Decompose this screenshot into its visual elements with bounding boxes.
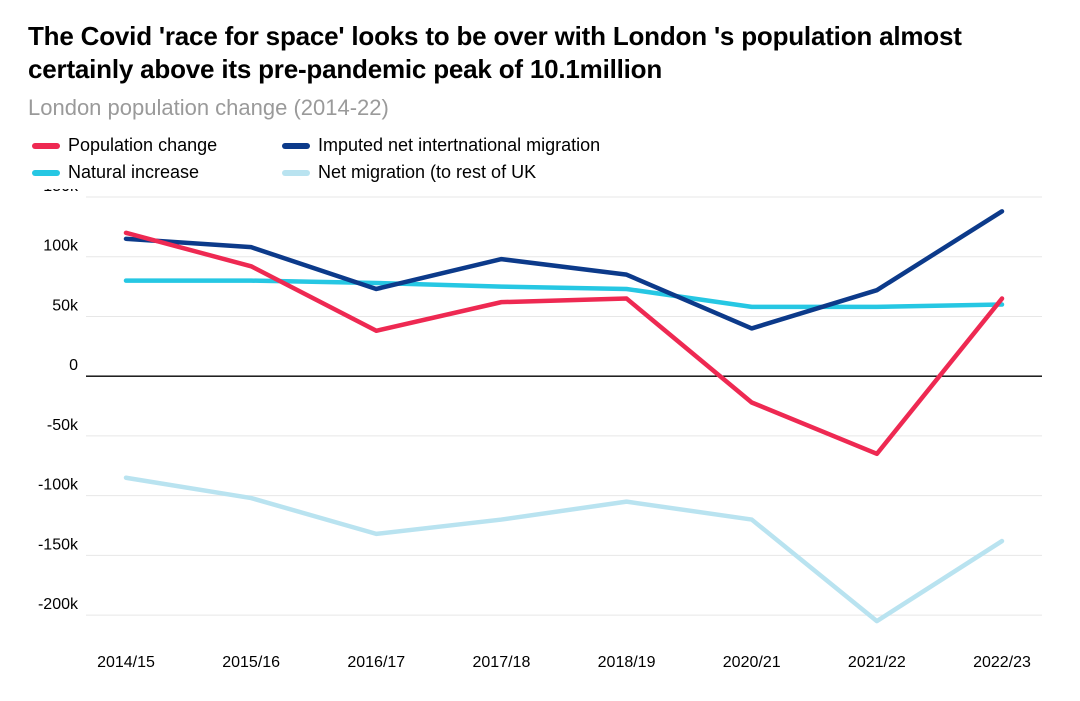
y-tick-label: 0	[69, 357, 78, 374]
legend-item-population-change: Population change	[32, 135, 282, 156]
y-tick-label: -200k	[38, 596, 79, 613]
legend-label: Imputed net intertnational migration	[318, 135, 600, 156]
x-tick-label: 2016/17	[347, 654, 405, 671]
y-tick-label: 50k	[52, 297, 79, 314]
x-tick-label: 2021/22	[848, 654, 906, 671]
y-tick-label: -150k	[38, 536, 79, 553]
chart-subtitle: London population change (2014-22)	[28, 95, 1052, 121]
x-tick-label: 2015/16	[222, 654, 280, 671]
legend-swatch	[32, 143, 60, 149]
legend-label: Population change	[68, 135, 217, 156]
legend-swatch	[32, 170, 60, 176]
legend-label: Natural increase	[68, 162, 199, 183]
x-tick-label: 2018/19	[598, 654, 656, 671]
y-tick-label: 150k	[43, 189, 79, 195]
legend-swatch	[282, 143, 310, 149]
chart-area: -200k -150k -100k -50k 0 50k 100k 150k 2014/15 20…	[28, 189, 1052, 679]
legend-swatch	[282, 170, 310, 176]
y-tick-label: -50k	[47, 417, 79, 434]
chart-title: The Covid 'race for space' looks to be o…	[28, 20, 1052, 85]
legend-label: Net migration (to rest of UK	[318, 162, 536, 183]
x-tick-label: 2020/21	[723, 654, 781, 671]
x-tick-label: 2022/23	[973, 654, 1031, 671]
legend-item-imputed-net-intl: Imputed net intertnational migration	[282, 135, 1052, 156]
y-tick-label: 100k	[43, 238, 79, 255]
legend: Population change Imputed net intertnati…	[32, 135, 1052, 183]
y-tick-label: -100k	[38, 477, 79, 494]
series-line-net_migration_rest_uk	[126, 478, 1002, 621]
line-chart: -200k -150k -100k -50k 0 50k 100k 150k 2014/15 20…	[28, 189, 1052, 679]
x-tick-label: 2017/18	[473, 654, 531, 671]
x-tick-label: 2014/15	[97, 654, 155, 671]
legend-item-net-migration-rest-uk: Net migration (to rest of UK	[282, 162, 1052, 183]
legend-item-natural-increase: Natural increase	[32, 162, 282, 183]
